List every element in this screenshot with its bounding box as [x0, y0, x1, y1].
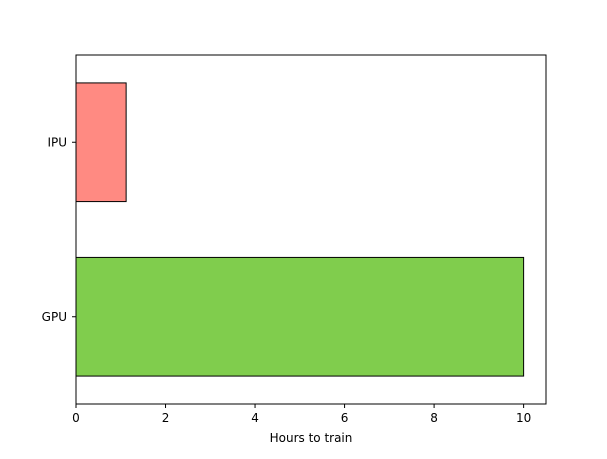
bar-gpu	[75, 256, 525, 377]
x-tick-label: 10	[516, 411, 531, 425]
x-tick-label: 8	[430, 411, 438, 425]
x-tick-label: 6	[341, 411, 349, 425]
x-axis: 0 2 4 6 8 10	[72, 404, 531, 425]
x-tick-label: 2	[162, 411, 170, 425]
y-tick-label: GPU	[42, 310, 67, 324]
x-tick-label: 0	[72, 411, 80, 425]
plot-frame	[75, 54, 547, 405]
bar-ipu	[75, 82, 127, 203]
y-axis: GPU IPU	[42, 135, 76, 324]
x-tick-label: 4	[251, 411, 259, 425]
x-axis-label: Hours to train	[270, 431, 353, 445]
bars-layer	[75, 82, 525, 377]
y-tick-label: IPU	[47, 135, 67, 149]
